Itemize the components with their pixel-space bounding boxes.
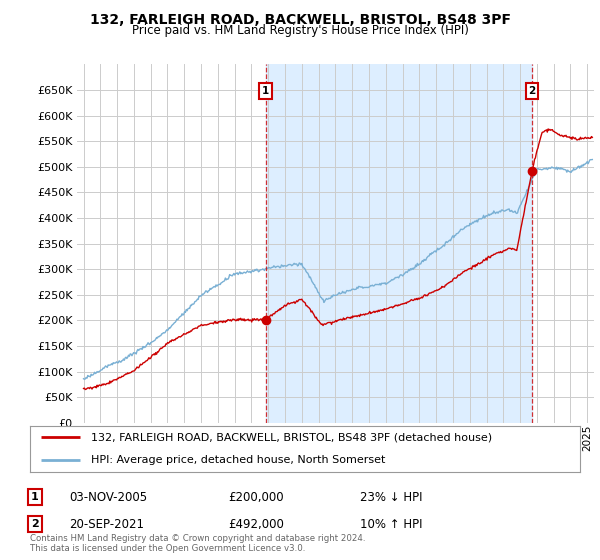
Text: 03-NOV-2005: 03-NOV-2005: [69, 491, 147, 504]
Text: HPI: Average price, detached house, North Somerset: HPI: Average price, detached house, Nort…: [91, 455, 385, 465]
Text: 23% ↓ HPI: 23% ↓ HPI: [360, 491, 422, 504]
Text: 132, FARLEIGH ROAD, BACKWELL, BRISTOL, BS48 3PF (detached house): 132, FARLEIGH ROAD, BACKWELL, BRISTOL, B…: [91, 432, 491, 442]
Text: 20-SEP-2021: 20-SEP-2021: [69, 517, 144, 531]
Text: 1: 1: [31, 492, 38, 502]
Text: 132, FARLEIGH ROAD, BACKWELL, BRISTOL, BS48 3PF: 132, FARLEIGH ROAD, BACKWELL, BRISTOL, B…: [89, 13, 511, 27]
Text: Price paid vs. HM Land Registry's House Price Index (HPI): Price paid vs. HM Land Registry's House …: [131, 24, 469, 37]
Text: £200,000: £200,000: [228, 491, 284, 504]
Bar: [266, 64, 532, 423]
Text: Contains HM Land Registry data © Crown copyright and database right 2024.
This d: Contains HM Land Registry data © Crown c…: [30, 534, 365, 553]
Text: 2: 2: [31, 519, 38, 529]
Text: 2: 2: [529, 86, 536, 96]
Text: £492,000: £492,000: [228, 517, 284, 531]
Text: 1: 1: [262, 86, 269, 96]
Text: 10% ↑ HPI: 10% ↑ HPI: [360, 517, 422, 531]
